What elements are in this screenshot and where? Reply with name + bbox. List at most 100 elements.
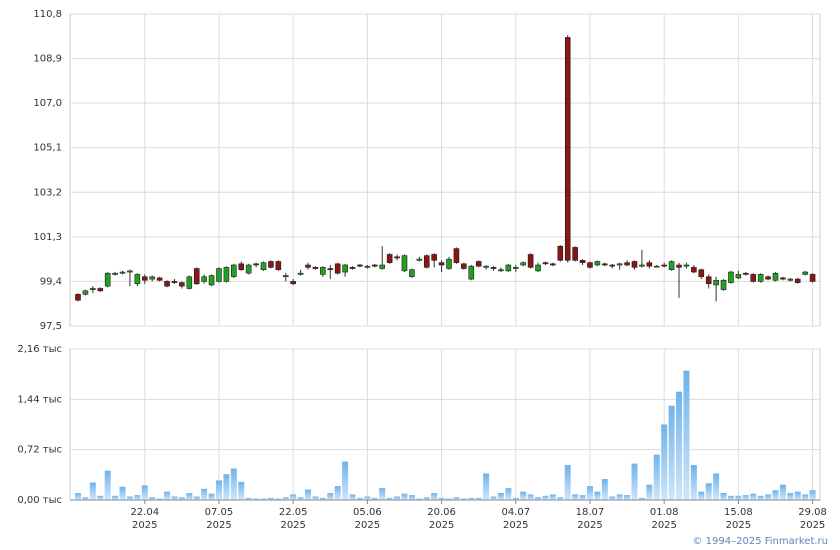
candle-body (290, 281, 296, 285)
candle-body (364, 265, 371, 268)
candle-body (757, 274, 764, 282)
candle-body (342, 264, 348, 273)
volume-bar (297, 497, 304, 500)
y-tick-label: 107,0 (33, 98, 62, 109)
candle-body (90, 288, 96, 290)
candle-body (305, 264, 311, 268)
volume-bar (208, 493, 215, 500)
candle-body (282, 275, 289, 278)
volume-bar (267, 497, 274, 500)
volume-bar (141, 485, 148, 500)
volume-bar (460, 498, 467, 500)
volume-bar (609, 496, 616, 500)
volume-bar (616, 494, 623, 500)
candle-body (461, 263, 467, 269)
candle-body (312, 267, 319, 269)
volume-bar (505, 488, 512, 500)
candle-body (720, 279, 727, 290)
x-tick-label: 2025 (577, 520, 602, 531)
candle-body (97, 288, 104, 292)
volume-bar (171, 496, 178, 500)
candle-body (505, 264, 512, 272)
y-tick-label: 99,4 (40, 276, 62, 287)
candle-body (564, 37, 571, 261)
x-tick-label: 01.08 (650, 507, 679, 518)
candle-body (164, 281, 170, 287)
footer: © 1994–2025 Finmarket.ru (692, 536, 828, 547)
candle-body (639, 264, 645, 267)
y-tick-label: 2,16 тыс (17, 344, 62, 355)
candle-body (594, 261, 601, 266)
candle-body (112, 272, 118, 275)
candle-body (765, 276, 771, 280)
candle-body (216, 268, 222, 282)
candle-body (179, 282, 185, 287)
candle-body (498, 269, 504, 272)
candle-body (794, 278, 801, 283)
x-tick-label: 2025 (206, 520, 231, 531)
volume-bar (149, 497, 156, 500)
volume-bar (305, 489, 312, 500)
x-tick-label: 2025 (280, 520, 305, 531)
candle-body (453, 248, 460, 263)
x-tick-label: 22.05 (279, 507, 308, 518)
candle-body (705, 276, 712, 285)
candle-body (119, 271, 126, 274)
volume-bar (164, 491, 171, 500)
volume-bar (765, 494, 772, 500)
volume-bar (178, 497, 185, 500)
volume-bar (119, 486, 126, 500)
candle-body (268, 261, 274, 268)
candle-body (171, 281, 178, 283)
volume-bar (230, 468, 237, 500)
candle-body (535, 264, 541, 272)
candle-body (349, 267, 356, 269)
volume-bar (794, 491, 801, 500)
volume-bar (720, 493, 727, 500)
volume-bar (535, 497, 542, 500)
volume-bar (646, 484, 653, 500)
candle-body (297, 272, 304, 275)
y-tick-label: 101,3 (33, 232, 62, 243)
volume-bar (186, 493, 193, 500)
candle-body (772, 272, 779, 281)
x-tick-label: 2025 (132, 520, 157, 531)
volume-bar (275, 498, 282, 500)
volume-bar (572, 494, 579, 500)
candle-body (82, 290, 89, 295)
volume-bar (779, 484, 786, 500)
volume-bar (312, 496, 319, 500)
candle-body (550, 263, 556, 266)
candle-body (587, 262, 593, 268)
volume-bar (713, 473, 720, 500)
volume-bar (594, 491, 601, 500)
x-tick-label: 20.06 (427, 507, 456, 518)
volume-bar (750, 493, 757, 500)
volume-bar (319, 497, 326, 500)
volume-bar (557, 497, 564, 500)
volume-bar (334, 486, 341, 500)
volume-bar (668, 405, 675, 500)
volume-bar (290, 494, 297, 500)
candle-body (683, 264, 690, 267)
candle-body (231, 264, 237, 278)
volume-bar (238, 481, 245, 500)
candle-body (653, 265, 660, 268)
candle-body (416, 258, 423, 261)
candle-body (245, 264, 252, 274)
x-tick-label: 2025 (800, 520, 825, 531)
y-tick-label: 110,8 (33, 9, 62, 20)
volume-bar (97, 495, 104, 500)
volume-bar (327, 493, 334, 500)
volume-bar (809, 490, 816, 500)
candle-body (572, 247, 578, 261)
candle-body (149, 276, 155, 280)
candle-body (750, 274, 757, 282)
x-tick-label: 2025 (726, 520, 751, 531)
y-tick-label: 97,5 (40, 321, 62, 332)
volume-bar (735, 495, 742, 500)
candle-body (401, 255, 408, 272)
candle-body (787, 278, 794, 281)
volume-bar (408, 495, 415, 500)
